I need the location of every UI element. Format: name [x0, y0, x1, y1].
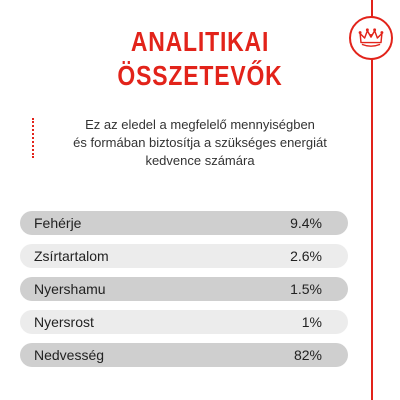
nutrient-row-ash: Nyershamu 1.5% — [20, 277, 348, 301]
nutrient-name: Nyershamu — [34, 281, 106, 297]
accent-vertical-line — [371, 0, 373, 400]
description: Ez az eledel a megfelelő mennyiségben és… — [40, 116, 360, 170]
nutrient-row-fat: Zsírtartalom 2.6% — [20, 244, 348, 268]
nutrient-name: Zsírtartalom — [34, 248, 109, 264]
description-divider — [32, 118, 34, 158]
brand-logo — [349, 16, 393, 60]
crown-icon — [358, 28, 384, 47]
nutrient-name: Fehérje — [34, 215, 82, 231]
description-line-1: Ez az eledel a megfelelő mennyiségben — [85, 117, 315, 132]
page-title-line-1: ANALITIKAI — [130, 26, 270, 57]
description-line-3: kedvence számára — [145, 153, 255, 168]
page-title-line-2: ÖSSZETEVŐK — [117, 60, 283, 91]
nutrient-value: 2.6% — [290, 248, 322, 264]
nutrient-row-moisture: Nedvesség 82% — [20, 343, 348, 367]
nutrient-value: 1.5% — [290, 281, 322, 297]
nutrient-table: Fehérje 9.4% Zsírtartalom 2.6% Nyershamu… — [20, 211, 348, 376]
nutrient-value: 9.4% — [290, 215, 322, 231]
nutrient-row-protein: Fehérje 9.4% — [20, 211, 348, 235]
description-line-2: és formában biztosítja a szükséges energ… — [73, 135, 327, 150]
nutrient-name: Nyersrost — [34, 314, 94, 330]
nutrient-value: 82% — [293, 347, 322, 363]
nutrient-row-fiber: Nyersrost 1% — [20, 310, 348, 334]
nutrient-value: 1% — [301, 314, 322, 330]
nutrient-name: Nedvesség — [34, 347, 105, 363]
